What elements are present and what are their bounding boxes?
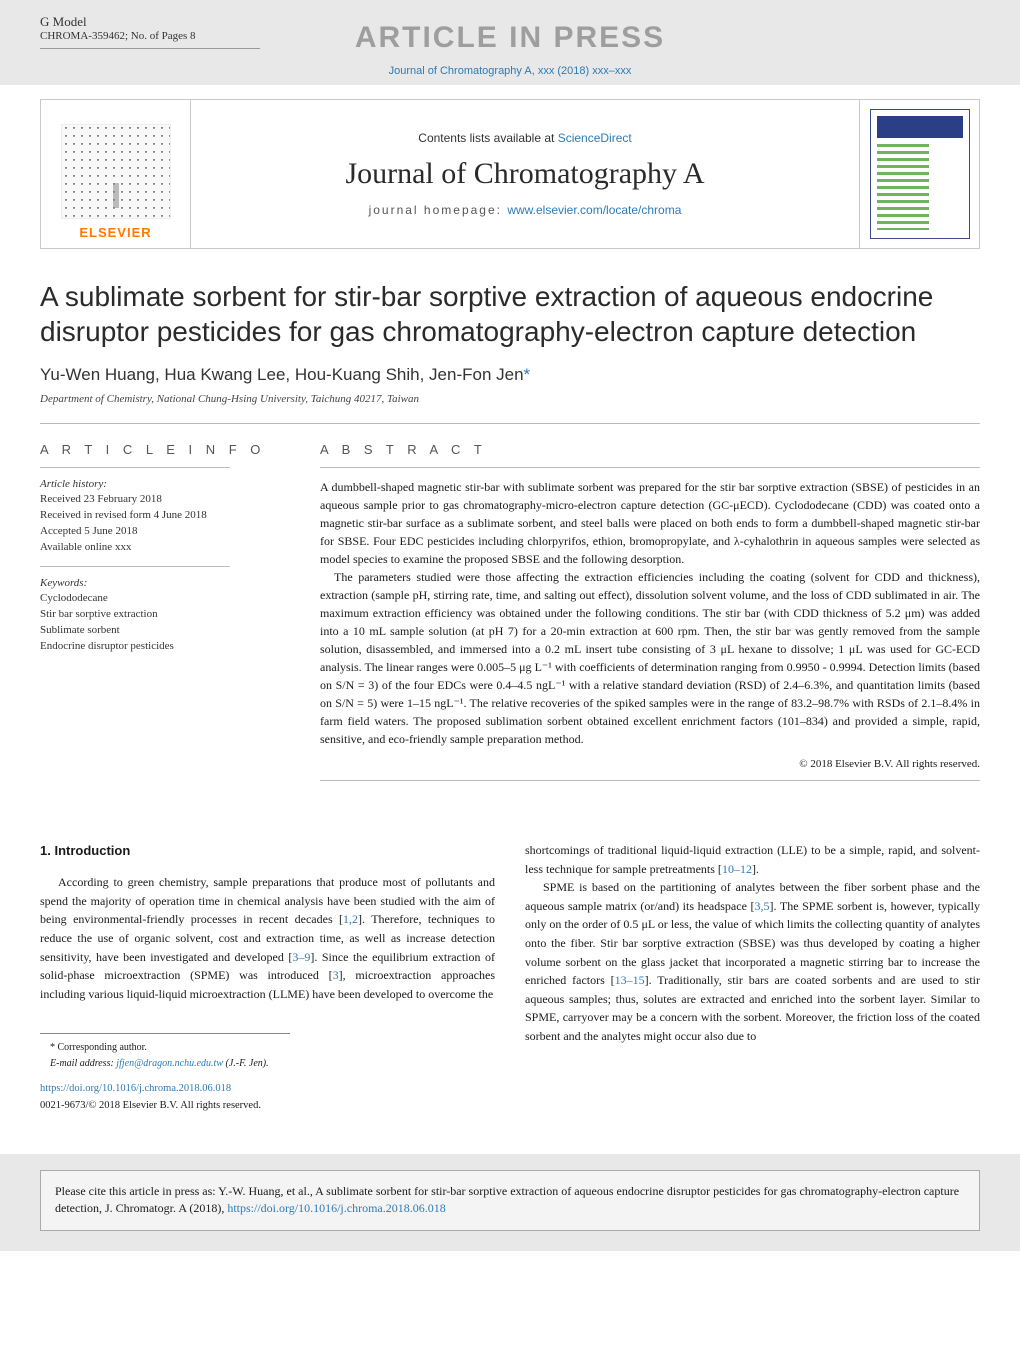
divider: [40, 566, 230, 567]
ref-link[interactable]: 13–15: [615, 973, 645, 987]
journal-banner: ELSEVIER Contents lists available at Sci…: [40, 99, 980, 249]
contents-prefix: Contents lists available at: [418, 131, 557, 145]
intro-paragraph: shortcomings of traditional liquid-liqui…: [525, 841, 980, 878]
corresponding-author-note: * Corresponding author.: [50, 1040, 290, 1056]
corresponding-star-icon: *: [524, 365, 531, 384]
header-grey-band: G Model CHROMA-359462; No. of Pages 8 AR…: [0, 0, 1020, 85]
footnote-block: * Corresponding author. E-mail address: …: [40, 1033, 290, 1071]
keyword: Sublimate sorbent: [40, 623, 290, 639]
keyword: Endocrine disruptor pesticides: [40, 639, 290, 655]
sciencedirect-link[interactable]: ScienceDirect: [558, 131, 632, 145]
ref-link[interactable]: 1,2: [343, 912, 358, 926]
cite-doi-link[interactable]: https://doi.org/10.1016/j.chroma.2018.06…: [227, 1201, 445, 1215]
doi-line: https://doi.org/10.1016/j.chroma.2018.06…: [40, 1081, 495, 1097]
homepage-link[interactable]: www.elsevier.com/locate/chroma: [507, 203, 681, 217]
abstract-head: A B S T R A C T: [320, 442, 980, 457]
cite-box: Please cite this article in press as: Y.…: [40, 1170, 980, 1231]
history-online: Available online xxx: [40, 540, 290, 556]
article-info-column: A R T I C L E I N F O Article history: R…: [40, 442, 290, 781]
affiliation: Department of Chemistry, National Chung-…: [40, 393, 980, 424]
journal-cover-thumb: [859, 100, 979, 248]
intro-paragraph: According to green chemistry, sample pre…: [40, 873, 495, 1003]
history-received: Received 23 February 2018: [40, 492, 290, 508]
cite-text: Please cite this article in press as: Y.…: [55, 1184, 959, 1215]
ref-link[interactable]: 3–9: [292, 950, 310, 964]
abstract-p1: A dumbbell-shaped magnetic stir-bar with…: [320, 478, 980, 568]
journal-cover-icon: [870, 109, 970, 239]
contents-available-line: Contents lists available at ScienceDirec…: [418, 131, 631, 145]
journal-homepage-line: journal homepage: www.elsevier.com/locat…: [369, 203, 682, 217]
homepage-label: journal homepage:: [369, 203, 508, 217]
intro-right-column: shortcomings of traditional liquid-liqui…: [525, 841, 980, 1114]
abstract-column: A B S T R A C T A dumbbell-shaped magnet…: [320, 442, 980, 781]
keyword: Cyclododecane: [40, 591, 290, 607]
keyword: Stir bar sorptive extraction: [40, 607, 290, 623]
elsevier-wordmark: ELSEVIER: [79, 225, 151, 240]
elsevier-logo-block: ELSEVIER: [41, 100, 191, 248]
keywords-head: Keywords:: [40, 577, 290, 589]
intro-paragraph: SPME is based on the partitioning of ana…: [525, 878, 980, 1045]
email-suffix: (J.-F. Jen).: [223, 1058, 269, 1069]
journal-ref-link[interactable]: Journal of Chromatography A, xxx (2018) …: [40, 65, 980, 77]
email-label: E-mail address:: [50, 1058, 116, 1069]
author-list: Yu-Wen Huang, Hua Kwang Lee, Hou-Kuang S…: [40, 365, 980, 385]
ref-link[interactable]: 3,5: [755, 899, 770, 913]
email-line: E-mail address: jfjen@dragon.nchu.edu.tw…: [50, 1056, 290, 1072]
email-link[interactable]: jfjen@dragon.nchu.edu.tw: [116, 1058, 223, 1069]
divider: [320, 467, 980, 468]
history-head: Article history:: [40, 478, 290, 490]
history-revised: Received in revised form 4 June 2018: [40, 508, 290, 524]
issn-line: 0021-9673/© 2018 Elsevier B.V. All right…: [40, 1098, 495, 1114]
intro-heading: 1. Introduction: [40, 841, 495, 861]
intro-left-column: 1. Introduction According to green chemi…: [40, 841, 495, 1114]
authors-text: Yu-Wen Huang, Hua Kwang Lee, Hou-Kuang S…: [40, 365, 524, 384]
banner-center: Contents lists available at ScienceDirec…: [191, 100, 859, 248]
article-info-head: A R T I C L E I N F O: [40, 442, 290, 457]
elsevier-tree-icon: [61, 124, 171, 219]
doi-link[interactable]: https://doi.org/10.1016/j.chroma.2018.06…: [40, 1083, 231, 1094]
history-accepted: Accepted 5 June 2018: [40, 524, 290, 540]
divider: [40, 467, 230, 468]
abstract-p2: The parameters studied were those affect…: [320, 568, 980, 748]
cite-footer-band: Please cite this article in press as: Y.…: [0, 1154, 1020, 1251]
ref-link[interactable]: 10–12: [722, 862, 752, 876]
divider: [320, 780, 980, 781]
journal-name: Journal of Chromatography A: [345, 157, 704, 191]
abstract-body: A dumbbell-shaped magnetic stir-bar with…: [320, 478, 980, 748]
copyright-line: © 2018 Elsevier B.V. All rights reserved…: [320, 758, 980, 770]
article-title: A sublimate sorbent for stir-bar sorptiv…: [40, 279, 980, 349]
